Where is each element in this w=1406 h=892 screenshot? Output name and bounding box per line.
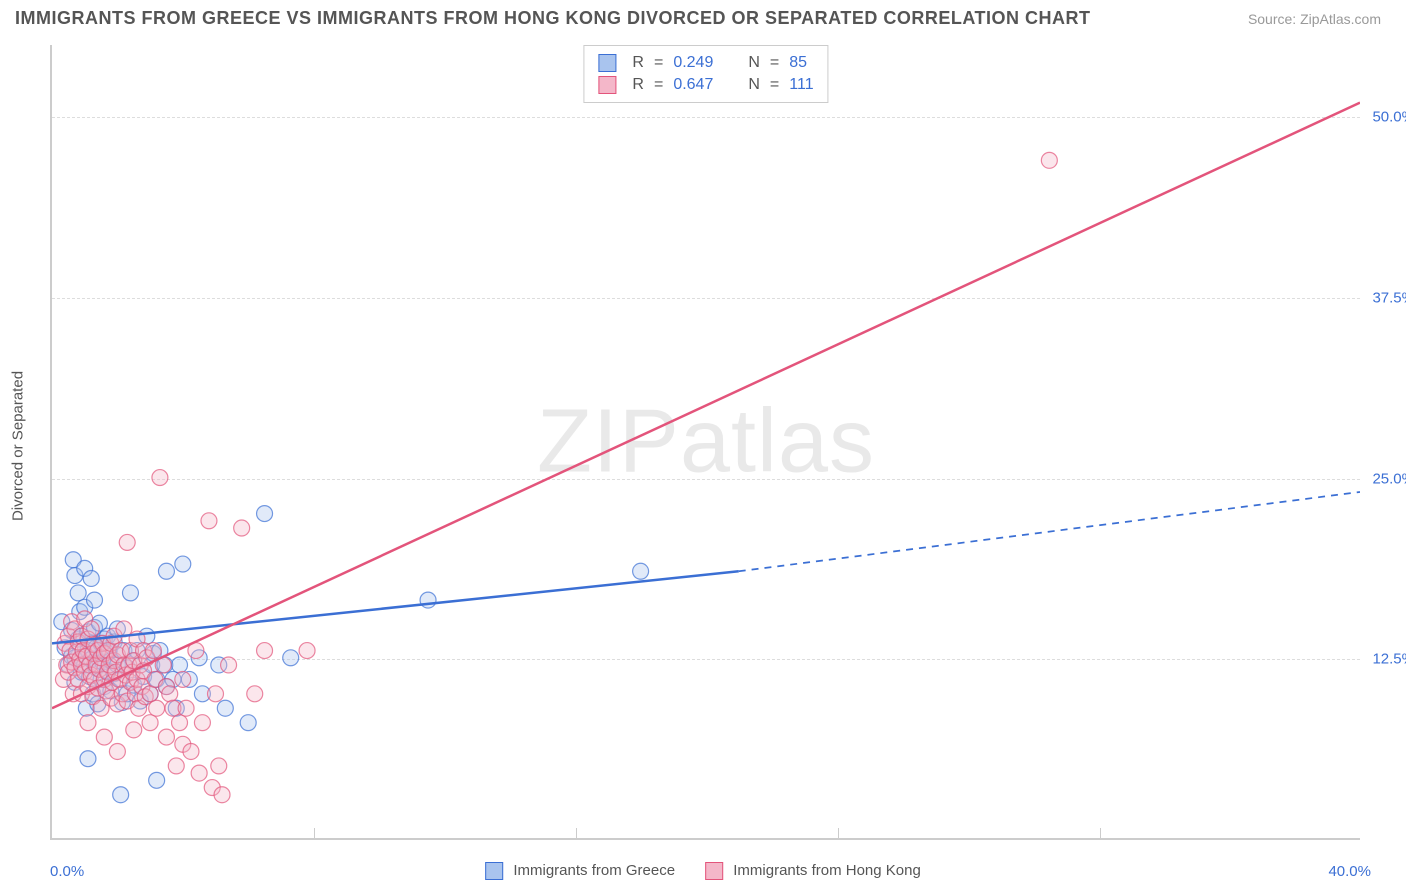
scatter-point-hong_kong [299,643,315,659]
scatter-point-greece [217,700,233,716]
scatter-point-hong_kong [214,787,230,803]
scatter-point-hong_kong [142,715,158,731]
scatter-point-greece [283,650,299,666]
source-label: Source: ZipAtlas.com [1248,11,1381,27]
scatter-point-hong_kong [158,729,174,745]
x-origin-label: 0.0% [50,863,84,880]
legend-swatch-greece [598,54,616,72]
scatter-point-hong_kong [152,470,168,486]
scatter-point-hong_kong [191,765,207,781]
scatter-point-hong_kong [126,722,142,738]
x-max-label: 40.0% [1328,863,1371,880]
scatter-point-hong_kong [172,715,188,731]
legend-row-greece: R = 0.249 N = 85 [598,52,813,74]
scatter-point-hong_kong [142,686,158,702]
scatter-point-hong_kong [257,643,273,659]
scatter-point-hong_kong [168,758,184,774]
scatter-point-greece [257,506,273,522]
correlation-legend: R = 0.249 N = 85 R = 0.647 N = 111 [583,45,828,103]
bottom-legend: Immigrants from Greece Immigrants from H… [485,862,921,880]
n-letter: N [748,54,760,72]
scatter-point-greece [70,585,86,601]
legend-swatch-hongkong-2 [705,862,723,880]
plot-area: ZIPatlas R = 0.249 N = 85 R = 0.647 N = … [50,45,1360,840]
scatter-point-greece [240,715,256,731]
scatter-point-hong_kong [194,715,210,731]
scatter-point-greece [158,563,174,579]
scatter-point-hong_kong [83,621,99,637]
legend-row-hongkong: R = 0.647 N = 111 [598,74,813,96]
scatter-point-hong_kong [175,671,191,687]
scatter-point-hong_kong [80,715,96,731]
legend-swatch-hongkong [598,76,616,94]
r-letter: R [632,54,644,72]
r-value-greece: 0.249 [673,54,713,72]
y-tick-label: 37.5% [1372,289,1406,306]
scatter-point-greece [87,592,103,608]
legend-swatch-greece-2 [485,862,503,880]
scatter-point-hong_kong [109,744,125,760]
scatter-point-hong_kong [234,520,250,536]
r-value-hongkong: 0.647 [673,76,713,94]
n-value-hongkong: 111 [789,76,813,94]
trendline-dash-greece [739,492,1360,571]
scatter-point-hong_kong [1041,152,1057,168]
chart-title: IMMIGRANTS FROM GREECE VS IMMIGRANTS FRO… [15,8,1091,29]
scatter-point-hong_kong [149,700,165,716]
scatter-point-greece [113,787,129,803]
trendline-hong_kong [52,103,1360,709]
legend-label-greece: Immigrants from Greece [513,862,675,879]
scatter-point-hong_kong [145,643,161,659]
scatter-point-greece [83,570,99,586]
scatter-point-hong_kong [183,744,199,760]
scatter-point-hong_kong [208,686,224,702]
scatter-svg [52,45,1360,838]
y-tick-label: 25.0% [1372,470,1406,487]
legend-label-hongkong: Immigrants from Hong Kong [733,862,921,879]
scatter-point-hong_kong [211,758,227,774]
scatter-point-greece [633,563,649,579]
scatter-point-hong_kong [178,700,194,716]
scatter-point-hong_kong [119,534,135,550]
n-value-greece: 85 [789,54,807,72]
scatter-point-greece [175,556,191,572]
scatter-point-hong_kong [201,513,217,529]
scatter-point-greece [80,751,96,767]
y-axis-title: Divorced or Separated [10,371,27,521]
trendline-greece [52,571,739,643]
scatter-point-greece [172,657,188,673]
scatter-point-greece [149,772,165,788]
legend-item-hongkong: Immigrants from Hong Kong [705,862,921,880]
legend-item-greece: Immigrants from Greece [485,862,675,880]
y-tick-label: 12.5% [1372,651,1406,668]
scatter-point-hong_kong [162,686,178,702]
scatter-point-hong_kong [96,729,112,745]
y-tick-label: 50.0% [1372,109,1406,126]
scatter-point-hong_kong [247,686,263,702]
scatter-point-greece [122,585,138,601]
scatter-point-hong_kong [221,657,237,673]
